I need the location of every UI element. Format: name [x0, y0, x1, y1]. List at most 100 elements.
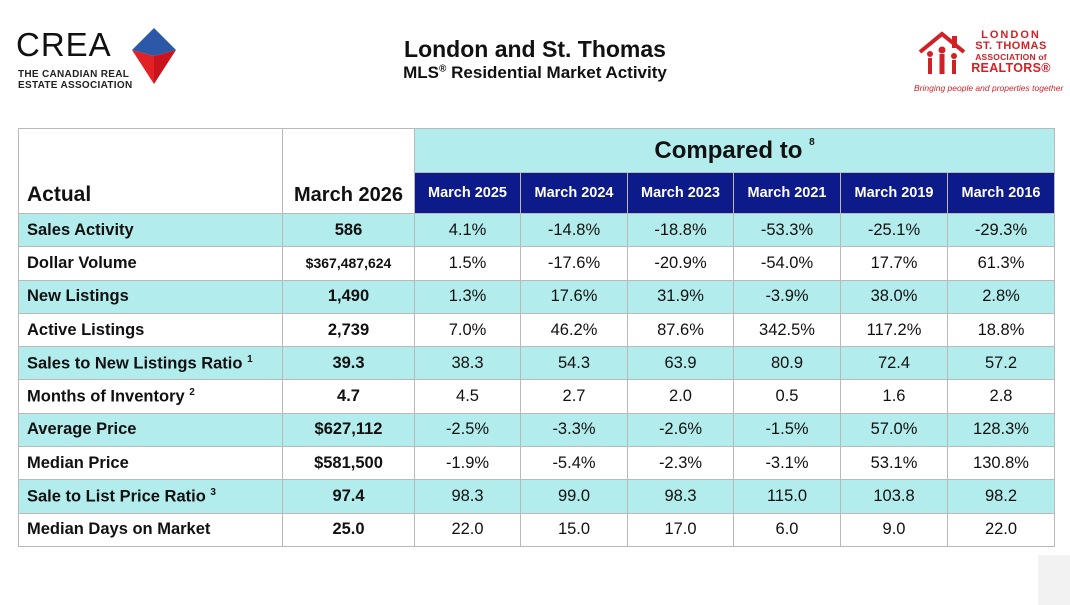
- comparison-value: 63.9: [627, 346, 734, 381]
- comparison-value: -5.4%: [520, 446, 628, 481]
- current-value: $367,487,624: [282, 246, 415, 281]
- comparison-value: 54.3: [520, 346, 628, 381]
- crea-diamond-icon: [132, 28, 176, 84]
- comparison-value: 7.0%: [414, 312, 521, 348]
- row-label: Sales Activity: [18, 212, 283, 248]
- comparison-value: -3.1%: [733, 446, 841, 481]
- comparison-value: 18.8%: [947, 312, 1055, 348]
- comparison-value: -20.9%: [627, 246, 734, 281]
- current-value: $627,112: [282, 412, 415, 448]
- current-value: 39.3: [282, 346, 415, 381]
- table-row: Median Price $581,500 -1.9% -5.4% -2.3% -3.1%…: [18, 446, 1055, 481]
- comparison-value: 57.2: [947, 346, 1055, 381]
- comparison-value: -25.1%: [840, 212, 948, 248]
- table-row: Sale to List Price Ratio 3 97.4 98.3 99.0 98…: [18, 479, 1055, 514]
- comparison-value: 2.0: [627, 379, 734, 414]
- comparison-value: 98.3: [627, 479, 734, 514]
- page-subtitle: MLS® Residential Market Activity: [403, 63, 667, 82]
- comparison-value: 4.5: [414, 379, 521, 414]
- comparison-value: 1.3%: [414, 279, 521, 314]
- comparison-value: 17.7%: [840, 246, 948, 281]
- comparison-value: 57.0%: [840, 412, 948, 448]
- comparison-value: -17.6%: [520, 246, 628, 281]
- comparison-value: -3.9%: [733, 279, 841, 314]
- comparison-value: -54.0%: [733, 246, 841, 281]
- current-value: 586: [282, 212, 415, 248]
- comparison-value: 1.6: [840, 379, 948, 414]
- comparison-value: 99.0: [520, 479, 628, 514]
- compared-to-header: Compared to 8: [414, 128, 1055, 173]
- current-value: 1,490: [282, 279, 415, 314]
- actual-header: Actual: [18, 128, 283, 214]
- year-header: March 2016: [947, 172, 1055, 214]
- comparison-value: -14.8%: [520, 212, 628, 248]
- comparison-value: 17.0: [627, 512, 734, 547]
- comparison-value: -1.9%: [414, 446, 521, 481]
- comparison-value: -3.3%: [520, 412, 628, 448]
- year-header: March 2025: [414, 172, 521, 214]
- comparison-value: 72.4: [840, 346, 948, 381]
- row-label: Sales to New Listings Ratio 1: [18, 346, 283, 381]
- year-header: March 2024: [520, 172, 628, 214]
- comparison-value: -53.3%: [733, 212, 841, 248]
- table-body: Sales Activity 586 4.1% -14.8% -18.8% -53.3% -…: [18, 212, 1055, 547]
- row-label: Active Listings: [18, 312, 283, 348]
- comparison-value: 17.6%: [520, 279, 628, 314]
- comparison-value: 38.0%: [840, 279, 948, 314]
- current-value: $581,500: [282, 446, 415, 481]
- year-header: March 2019: [840, 172, 948, 214]
- table-row: Average Price $627,112 -2.5% -3.3% -2.6% -1.5…: [18, 412, 1055, 448]
- comparison-years-row: March 2025 March 2024 March 2023 March 2021…: [19, 172, 1055, 214]
- comparison-value: -1.5%: [733, 412, 841, 448]
- row-label: Average Price: [18, 412, 283, 448]
- year-header: March 2023: [627, 172, 734, 214]
- current-value: 4.7: [282, 379, 415, 414]
- house-people-icon: [918, 31, 966, 74]
- comparison-value: 4.1%: [414, 212, 521, 248]
- table-row: New Listings 1,490 1.3% 17.6% 31.9% -3.9% 38.0…: [18, 279, 1055, 314]
- lstar-logo: LONDON ST. THOMAS ASSOCIATION of REALTOR…: [912, 28, 1064, 98]
- comparison-value: -2.5%: [414, 412, 521, 448]
- row-label: Months of Inventory 2: [18, 379, 283, 414]
- year-header: March 2021: [733, 172, 841, 214]
- comparison-value: 87.6%: [627, 312, 734, 348]
- row-label: Median Days on Market: [18, 512, 283, 547]
- current-value: 2,739: [282, 312, 415, 348]
- comparison-value: 98.3: [414, 479, 521, 514]
- comparison-value: 22.0: [414, 512, 521, 547]
- row-label: Sale to List Price Ratio 3: [18, 479, 283, 514]
- current-value: 25.0: [282, 512, 415, 547]
- page-curl: [1038, 555, 1070, 605]
- comparison-value: 2.8: [947, 379, 1055, 414]
- page-title: London and St. Thomas: [404, 36, 666, 62]
- comparison-value: 117.2%: [840, 312, 948, 348]
- comparison-value: 6.0: [733, 512, 841, 547]
- comparison-value: 128.3%: [947, 412, 1055, 448]
- market-activity-table: Actual March 2026 Compared to 8 March 20…: [18, 128, 1055, 547]
- comparison-value: 53.1%: [840, 446, 948, 481]
- comparison-value: 130.8%: [947, 446, 1055, 481]
- comparison-value: 38.3: [414, 346, 521, 381]
- table-row: Median Days on Market 25.0 22.0 15.0 17.0 6.0…: [18, 512, 1055, 547]
- lstar-tagline: Bringing people and properties together: [914, 83, 1064, 93]
- comparison-value: 103.8: [840, 479, 948, 514]
- comparison-value: 0.5: [733, 379, 841, 414]
- comparison-value: -18.8%: [627, 212, 734, 248]
- comparison-value: 22.0: [947, 512, 1055, 547]
- comparison-value: -29.3%: [947, 212, 1055, 248]
- comparison-value: 46.2%: [520, 312, 628, 348]
- comparison-value: 2.7: [520, 379, 628, 414]
- comparison-value: 2.8%: [947, 279, 1055, 314]
- table-row: Active Listings 2,739 7.0% 46.2% 87.6% 342.5%…: [18, 312, 1055, 348]
- comparison-value: 61.3%: [947, 246, 1055, 281]
- comparison-value: 9.0: [840, 512, 948, 547]
- table-row: Months of Inventory 2 4.7 4.5 2.7 2.0 0.5 1.6 2…: [18, 379, 1055, 414]
- row-label: Dollar Volume: [18, 246, 283, 281]
- crea-wordmark: CREA: [16, 26, 112, 63]
- comparison-value: 98.2: [947, 479, 1055, 514]
- comparison-value: -2.3%: [627, 446, 734, 481]
- comparison-value: 31.9%: [627, 279, 734, 314]
- comparison-value: 115.0: [733, 479, 841, 514]
- current-value: 97.4: [282, 479, 415, 514]
- lstar-name: LONDON ST. THOMAS ASSOCIATION of REALTOR…: [971, 29, 1051, 75]
